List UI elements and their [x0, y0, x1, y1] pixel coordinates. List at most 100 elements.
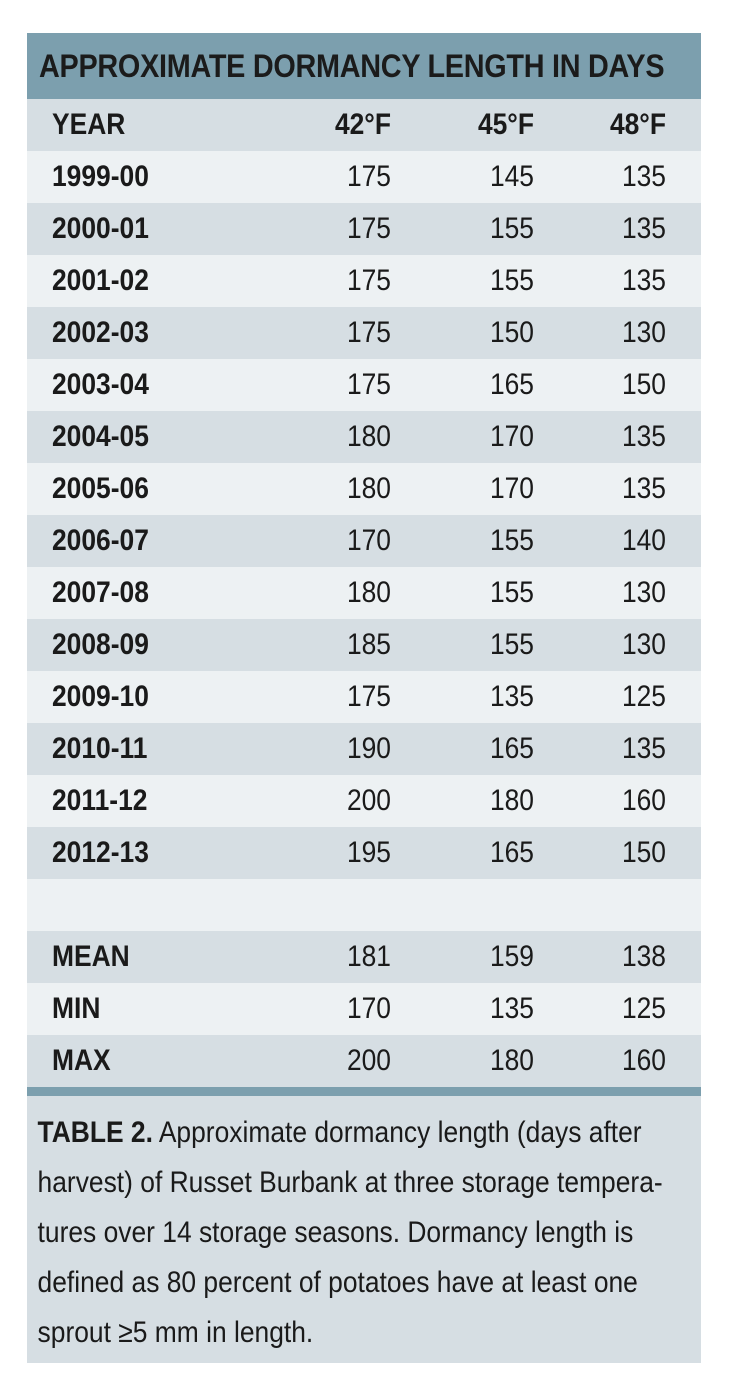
- cell-48f: 135: [621, 264, 666, 297]
- cell-year: 1999-00: [52, 160, 149, 193]
- cell-45f: 159: [489, 940, 534, 973]
- cell-45f: 155: [489, 576, 534, 609]
- cell-45f: 165: [489, 368, 534, 401]
- cell-48f: 135: [621, 160, 666, 193]
- table-row: 2005-06 180 170 135: [27, 463, 701, 515]
- table-row: 2002-03 175 150 130: [27, 307, 701, 359]
- cell-42f: 180: [346, 576, 391, 609]
- cell-42f: 175: [346, 264, 391, 297]
- cell-42f: 175: [346, 680, 391, 713]
- column-header-48f: 48°F: [609, 108, 666, 141]
- cell-42f: 180: [346, 420, 391, 453]
- table-row: 2004-05 180 170 135: [27, 411, 701, 463]
- cell-42f: 200: [346, 784, 391, 817]
- table-row: 1999-00 175 145 135: [27, 151, 701, 203]
- summary-row: MAX 200 180 160: [27, 1035, 701, 1087]
- cell-45f: 165: [489, 836, 534, 869]
- column-header-year: YEAR: [52, 108, 126, 141]
- table-body: 1999-00 175 145 135 2000-01 175 155 135 2001-02 1…: [27, 151, 701, 879]
- cell-48f: 125: [621, 680, 666, 713]
- cell-42f: 175: [346, 316, 391, 349]
- summary-row: MIN 170 135 125: [27, 983, 701, 1035]
- cell-48f: 138: [621, 940, 666, 973]
- table-row: 2006-07 170 155 140: [27, 515, 701, 567]
- caption-line-1: TABLE 2. Approximate dormancy length (da…: [38, 1108, 689, 1158]
- table-row: 2012-13 195 165 150: [27, 827, 701, 879]
- cell-45f: 155: [489, 212, 534, 245]
- table-row: 2000-01 175 155 135: [27, 203, 701, 255]
- cell-year: 2009-10: [52, 680, 149, 713]
- caption-text-1: Approximate dormancy length (days after: [152, 1116, 642, 1149]
- cell-42f: 195: [346, 836, 391, 869]
- cell-45f: 170: [489, 472, 534, 505]
- table-row: 2001-02 175 155 135: [27, 255, 701, 307]
- cell-42f: 175: [346, 160, 391, 193]
- cell-42f: 170: [346, 992, 391, 1025]
- cell-42f: 181: [346, 940, 391, 973]
- cell-year: 2002-03: [52, 316, 149, 349]
- cell-year: 2008-09: [52, 628, 149, 661]
- cell-45f: 145: [489, 160, 534, 193]
- table-header-row: YEAR 42°F 45°F 48°F: [27, 99, 701, 151]
- cell-42f: 170: [346, 524, 391, 557]
- cell-48f: 135: [621, 420, 666, 453]
- cell-45f: 135: [489, 992, 534, 1025]
- cell-45f: 155: [489, 264, 534, 297]
- caption-divider: [27, 1087, 701, 1096]
- table-spacer-row: [27, 879, 701, 931]
- table-row: 2007-08 180 155 130: [27, 567, 701, 619]
- table-row: 2003-04 175 165 150: [27, 359, 701, 411]
- cell-45f: 180: [489, 784, 534, 817]
- caption-line-2: harvest) of Russet Burbank at three stor…: [37, 1166, 663, 1199]
- cell-45f: 155: [489, 628, 534, 661]
- cell-42f: 190: [346, 732, 391, 765]
- table-caption: TABLE 2. Approximate dormancy length (da…: [27, 1096, 701, 1358]
- table-row: 2011-12 200 180 160: [27, 775, 701, 827]
- cell-48f: 135: [621, 472, 666, 505]
- cell-42f: 180: [346, 472, 391, 505]
- cell-year: 2010-11: [52, 732, 148, 765]
- cell-48f: 140: [621, 524, 666, 557]
- cell-year: MEAN: [52, 940, 130, 973]
- cell-48f: 130: [621, 576, 666, 609]
- cell-year: 2011-12: [52, 784, 148, 817]
- cell-42f: 175: [346, 368, 391, 401]
- table-summary: MEAN 181 159 138 MIN 170 135 125 MAX 200 180 160: [27, 931, 701, 1087]
- cell-48f: 135: [621, 212, 666, 245]
- cell-48f: 130: [621, 628, 666, 661]
- table-panel: APPROXIMATE DORMANCY LENGTH IN DAYS YEAR…: [27, 33, 701, 1363]
- caption-line-3: tures over 14 storage seasons. Dormancy …: [37, 1216, 634, 1249]
- cell-year: 2005-06: [52, 472, 149, 505]
- cell-48f: 130: [621, 316, 666, 349]
- cell-year: 2001-02: [52, 264, 149, 297]
- title-bar: APPROXIMATE DORMANCY LENGTH IN DAYS: [27, 33, 701, 99]
- cell-48f: 125: [621, 992, 666, 1025]
- cell-45f: 150: [489, 316, 534, 349]
- cell-48f: 135: [621, 732, 666, 765]
- cell-45f: 170: [489, 420, 534, 453]
- cell-year: 2012-13: [52, 836, 149, 869]
- cell-48f: 160: [621, 1044, 666, 1077]
- cell-45f: 180: [489, 1044, 534, 1077]
- cell-42f: 185: [346, 628, 391, 661]
- cell-year: 2003-04: [52, 368, 149, 401]
- caption-line-4: defined as 80 percent of potatoes have a…: [37, 1266, 638, 1299]
- cell-year: 2006-07: [52, 524, 149, 557]
- cell-48f: 150: [621, 836, 666, 869]
- cell-45f: 155: [489, 524, 534, 557]
- table-title: APPROXIMATE DORMANCY LENGTH IN DAYS: [39, 47, 665, 84]
- cell-45f: 135: [489, 680, 534, 713]
- summary-row: MEAN 181 159 138: [27, 931, 701, 983]
- caption-label: TABLE 2.: [37, 1116, 153, 1149]
- cell-year: 2004-05: [52, 420, 149, 453]
- cell-year: MIN: [52, 992, 101, 1025]
- caption-line-5: sprout ≥5 mm in length.: [37, 1316, 314, 1349]
- cell-42f: 200: [346, 1044, 391, 1077]
- cell-48f: 150: [621, 368, 666, 401]
- column-header-42f: 42°F: [334, 108, 391, 141]
- table-row: 2008-09 185 155 130: [27, 619, 701, 671]
- cell-year: 2000-01: [52, 212, 149, 245]
- cell-42f: 175: [346, 212, 391, 245]
- cell-45f: 165: [489, 732, 534, 765]
- cell-year: 2007-08: [52, 576, 149, 609]
